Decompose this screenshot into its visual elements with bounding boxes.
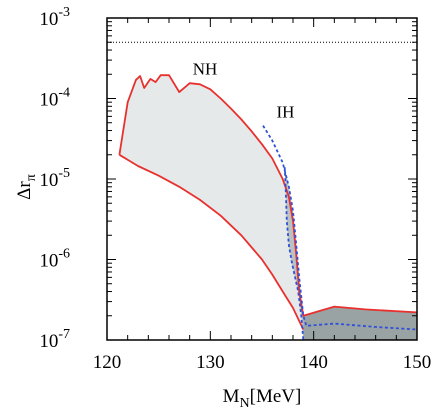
y-axis-title: Δrπ	[14, 174, 39, 200]
x-tick-label: 130	[196, 352, 225, 373]
ih-band-fill	[284, 167, 304, 340]
series-ih_outer	[262, 125, 418, 331]
y-tick-label: 10-3	[39, 5, 70, 30]
chart-fills	[119, 75, 417, 340]
y-tick-label: 10-7	[39, 327, 70, 352]
annotations: NH IH	[193, 59, 295, 121]
x-tick-label: 140	[299, 352, 328, 373]
x-axis-title: MN[MeV]	[223, 386, 302, 411]
y-tick-label: 10-5	[39, 166, 70, 191]
y-tick-labels: 10-7 10-6 10-5 10-4 10-3	[39, 5, 70, 352]
high-mass-fill	[303, 306, 417, 340]
annotation-label: IH	[276, 103, 294, 122]
series-nh_upper	[118, 74, 418, 317]
annotation-label: NH	[193, 59, 218, 78]
y-tick-label: 10-6	[39, 247, 70, 272]
x-tick-labels: 120 130 140 150	[93, 352, 432, 373]
x-tick-label: 120	[93, 352, 122, 373]
series-ih_inner	[283, 167, 305, 341]
chart-series	[107, 41, 418, 341]
x-tick-label: 150	[403, 352, 432, 373]
y-tick-label: 10-4	[39, 86, 70, 111]
series-nh_lower	[118, 154, 305, 330]
axis-ticks	[106, 17, 418, 341]
